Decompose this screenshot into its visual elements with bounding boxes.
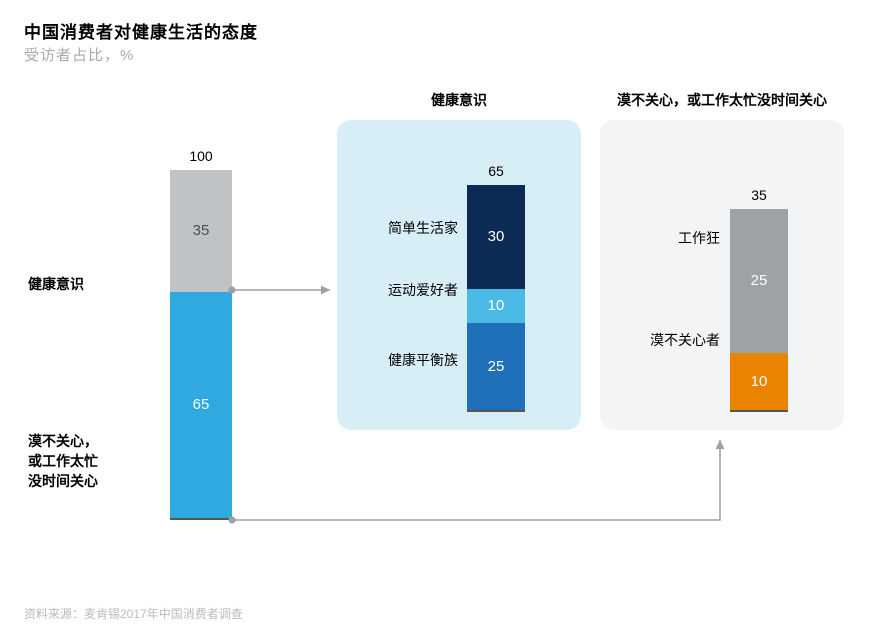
bar-segment: 35 [170,170,232,292]
bar-total: 35 [730,187,788,203]
bar-segment: 30 [467,185,525,289]
panel-indifferent: 漠不关心，或工作太忙没时间关心 [600,120,844,430]
grey-stacked-bar: 102535 [730,209,788,412]
bar-total: 65 [467,163,525,179]
segment-label: 漠不关心者 [620,330,720,350]
bar-segment: 10 [467,289,525,324]
main-stacked-bar: 6535100 [170,170,232,520]
segment-label: 健康平衡族 [358,350,458,370]
bar-segment: 25 [730,209,788,353]
chart-source: 资料来源：麦肯锡2017年中国消费者调查 [24,605,243,622]
segment-label: 健康意识 [28,274,148,294]
bar-segment: 65 [170,292,232,518]
chart-subtitle: 受访者占比，% [24,44,134,65]
panel-health-aware: 健康意识 [337,120,581,430]
bar-segment: 10 [730,353,788,410]
blue-stacked-bar: 25103065 [467,185,525,413]
chart-title: 中国消费者对健康生活的态度 [24,18,258,43]
panel-title: 漠不关心，或工作太忙没时间关心 [600,90,844,110]
bar-segment: 25 [467,323,525,410]
segment-label: 简单生活家 [358,218,458,238]
bar-total: 100 [170,148,232,164]
segment-label: 漠不关心， 或工作太忙 没时间关心 [28,431,148,491]
panel-title: 健康意识 [337,90,581,110]
segment-label: 运动爱好者 [358,280,458,300]
segment-label: 工作狂 [620,228,720,248]
